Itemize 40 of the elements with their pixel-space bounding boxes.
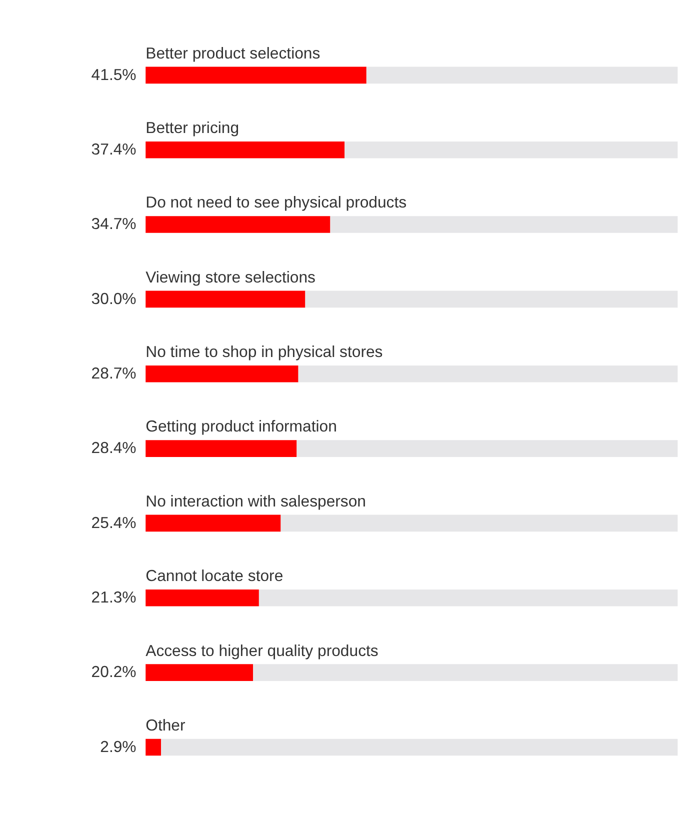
data-label: 28.4% [91,440,136,458]
y-tick-label: No time to shop in physical stores [146,344,383,362]
bar [146,738,162,756]
data-label: 28.7% [91,366,136,383]
data-label: 21.3% [91,590,136,607]
y-tick-label: Do not need to see physical products [146,194,407,212]
bar [298,365,678,382]
y-tick-label: Access to higher quality products [146,642,378,660]
data-label: 20.2% [91,664,136,682]
bar [161,738,678,756]
bar [305,290,678,308]
bar [258,589,678,606]
bar [344,141,678,158]
y-tick-label: Getting product information [146,418,337,436]
bar [146,216,330,233]
y-tick-label: Viewing store selections [146,269,316,286]
y-tick-label: No interaction with salesperson [146,493,366,510]
bar [253,664,678,681]
y-tick-label: Better pricing [146,120,240,138]
bar [146,66,366,84]
bar [146,365,298,382]
data-label: 41.5% [91,66,136,84]
data-label: 37.4% [91,142,136,159]
data-label: 30.0% [91,290,136,308]
bar [366,66,678,84]
data-label: 2.9% [100,738,136,756]
bar [330,216,678,233]
bar [296,440,678,457]
y-tick-label: Other [146,717,186,734]
data-label: 25.4% [91,514,136,532]
y-tick-label: Better product selections [146,45,320,62]
bar [146,664,254,681]
y-tick-label: Cannot locate store [146,568,284,586]
bar [146,440,297,457]
bar [146,514,281,532]
bar [280,514,678,532]
bar [146,589,259,606]
data-label: 34.7% [91,216,136,234]
bar [146,290,306,308]
bar [146,141,345,158]
